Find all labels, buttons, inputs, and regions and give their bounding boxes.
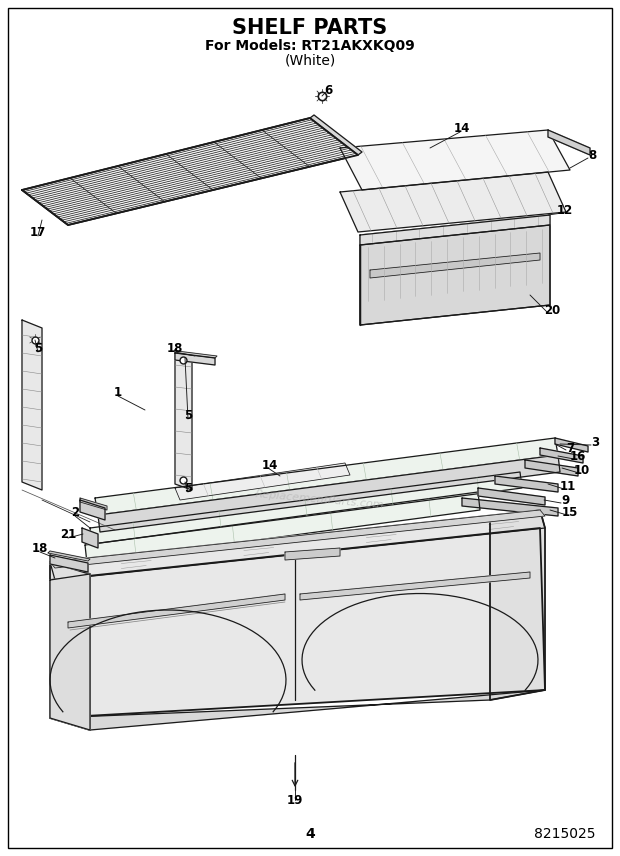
Polygon shape	[340, 130, 570, 190]
Polygon shape	[310, 115, 362, 155]
Polygon shape	[478, 488, 545, 505]
Polygon shape	[48, 551, 90, 561]
Polygon shape	[98, 455, 560, 532]
Text: 10: 10	[574, 463, 590, 477]
Polygon shape	[462, 498, 558, 516]
Text: ReplacementParts.com: ReplacementParts.com	[255, 490, 385, 511]
Text: 15: 15	[562, 506, 578, 519]
Text: 17: 17	[30, 225, 46, 239]
Text: 2: 2	[71, 506, 79, 519]
Text: 14: 14	[262, 459, 278, 472]
Text: SHELF PARTS: SHELF PARTS	[232, 18, 388, 38]
Polygon shape	[555, 438, 588, 452]
Polygon shape	[175, 353, 215, 365]
Polygon shape	[285, 548, 340, 560]
Polygon shape	[175, 463, 350, 500]
Polygon shape	[495, 476, 558, 492]
Polygon shape	[68, 594, 285, 628]
Text: 16: 16	[570, 449, 586, 462]
Polygon shape	[360, 215, 550, 245]
Text: 8215025: 8215025	[534, 827, 596, 841]
Polygon shape	[490, 510, 545, 700]
Text: (White): (White)	[285, 53, 335, 67]
Polygon shape	[50, 510, 545, 568]
Polygon shape	[95, 438, 558, 515]
Polygon shape	[50, 574, 90, 730]
Polygon shape	[540, 448, 583, 463]
Text: 6: 6	[324, 84, 332, 97]
Text: 4: 4	[305, 827, 315, 841]
Polygon shape	[80, 498, 107, 510]
Polygon shape	[300, 572, 530, 600]
Polygon shape	[340, 172, 566, 232]
Polygon shape	[50, 690, 545, 730]
Polygon shape	[50, 562, 90, 730]
Polygon shape	[90, 472, 522, 544]
Polygon shape	[80, 500, 105, 520]
Text: 18: 18	[32, 542, 48, 555]
Text: 3: 3	[591, 436, 599, 449]
Text: 19: 19	[287, 794, 303, 806]
Polygon shape	[82, 528, 98, 548]
Polygon shape	[50, 555, 88, 572]
Polygon shape	[22, 118, 358, 225]
Polygon shape	[525, 460, 578, 476]
Text: 12: 12	[557, 204, 573, 217]
Text: 5: 5	[184, 482, 192, 495]
Text: 11: 11	[560, 479, 576, 492]
Polygon shape	[370, 253, 540, 278]
Polygon shape	[50, 510, 545, 580]
Text: 5: 5	[184, 408, 192, 421]
Text: 8: 8	[588, 148, 596, 162]
Polygon shape	[360, 215, 550, 325]
Text: 9: 9	[561, 494, 569, 507]
Text: For Models: RT21AKXKQ09: For Models: RT21AKXKQ09	[205, 39, 415, 53]
Text: 14: 14	[454, 122, 470, 134]
Polygon shape	[175, 351, 217, 358]
Polygon shape	[22, 320, 42, 490]
Polygon shape	[85, 492, 480, 563]
Polygon shape	[548, 130, 590, 155]
Text: 20: 20	[544, 304, 560, 317]
Polygon shape	[360, 225, 550, 325]
Text: 7: 7	[566, 442, 574, 455]
Polygon shape	[175, 350, 192, 490]
Text: 5: 5	[34, 342, 42, 354]
Polygon shape	[50, 528, 545, 718]
Text: 21: 21	[60, 528, 76, 542]
Text: 1: 1	[114, 385, 122, 399]
Text: 18: 18	[167, 342, 183, 354]
